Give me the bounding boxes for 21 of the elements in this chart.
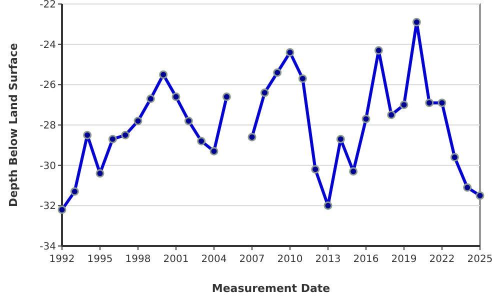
y-tick-label: -32 xyxy=(40,201,56,212)
x-tick-label: 1998 xyxy=(125,254,151,265)
y-tick-label: -22 xyxy=(40,0,56,10)
x-tick-label: 2001 xyxy=(163,254,189,265)
x-tick-label: 1995 xyxy=(87,254,113,265)
y-tick-label: -26 xyxy=(40,80,56,92)
x-tick-label: 2022 xyxy=(429,254,455,265)
x-tick-label: 2025 xyxy=(467,254,493,265)
x-tick-label: 2004 xyxy=(201,254,227,265)
x-axis-title: Measurement Date xyxy=(212,282,330,295)
x-tick-label: 2007 xyxy=(239,254,265,265)
x-tick-label: 2019 xyxy=(391,254,417,265)
y-tick-label: -28 xyxy=(40,120,56,132)
x-tick-label: 1992 xyxy=(49,254,75,265)
y-axis-title: Depth Below Land Surface xyxy=(7,43,20,207)
x-tick-label: 2013 xyxy=(315,254,341,265)
x-tick-label: 2016 xyxy=(353,254,379,265)
x-tick-label: 2010 xyxy=(277,254,303,265)
y-tick-label: -34 xyxy=(40,242,56,252)
y-tick-label: -30 xyxy=(40,160,56,172)
y-tick-label: -24 xyxy=(40,40,56,51)
